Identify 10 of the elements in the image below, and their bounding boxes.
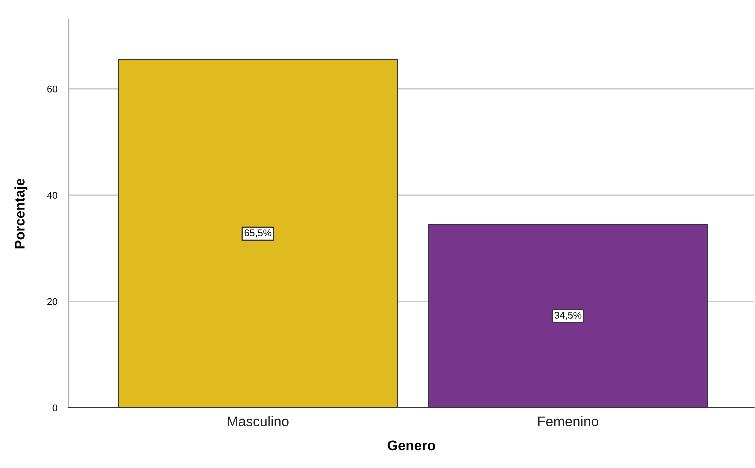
- x-tick-label: Femenino: [538, 416, 599, 427]
- x-tick-label: Masculino: [228, 416, 289, 427]
- y-tick-label: 0: [52, 404, 58, 412]
- y-axis-title: Porcentaje: [14, 178, 28, 249]
- data-label: 65,5%: [244, 230, 272, 238]
- data-label: 34,5%: [554, 312, 582, 320]
- y-tick-label: 40: [47, 192, 58, 200]
- x-axis-title: Genero: [388, 440, 436, 451]
- y-tick-label: 60: [48, 86, 58, 93]
- y-tick-label: 20: [48, 298, 58, 306]
